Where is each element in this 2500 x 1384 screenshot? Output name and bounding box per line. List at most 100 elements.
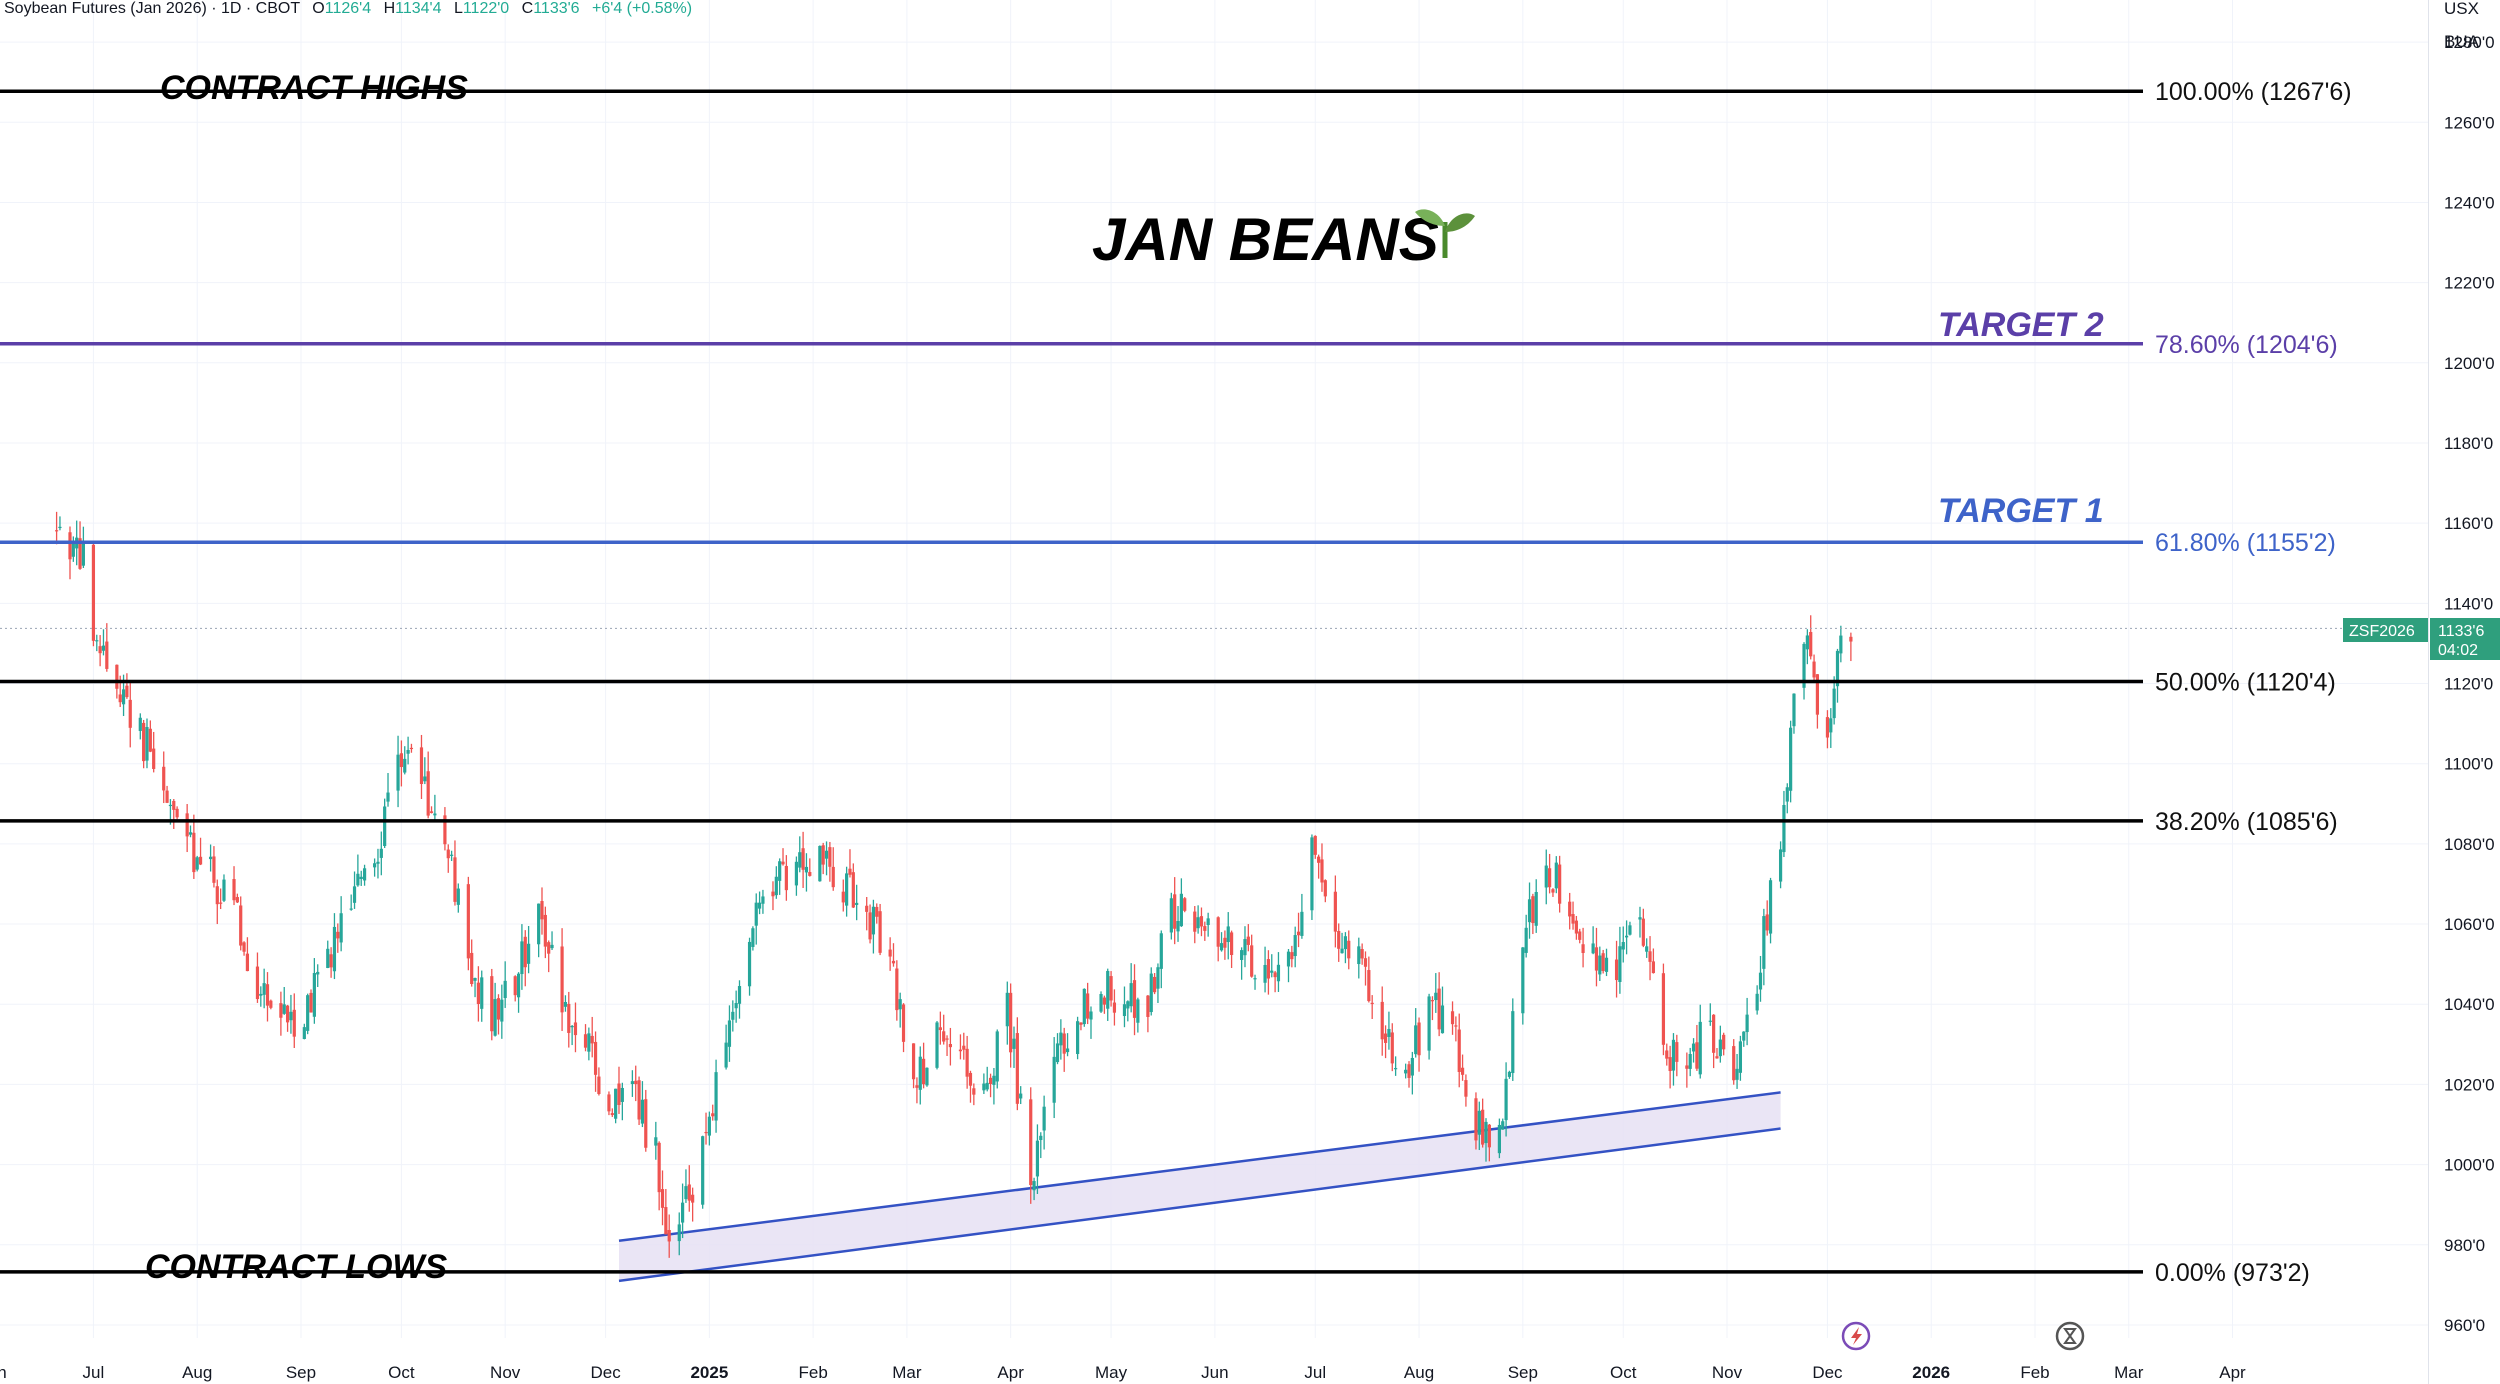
y-tick-label: 1280'0 xyxy=(2444,33,2495,52)
hourglass-icon[interactable] xyxy=(2055,1321,2085,1351)
candle-body xyxy=(1460,1067,1465,1075)
candle-body xyxy=(1082,988,1086,1025)
candle-body xyxy=(152,748,156,769)
candle-body xyxy=(781,861,785,865)
candle-body xyxy=(691,1194,695,1203)
candle-body xyxy=(982,1083,986,1091)
candle-body xyxy=(1832,688,1836,719)
candle-body xyxy=(1109,976,1113,1001)
candle-body xyxy=(1387,1028,1391,1037)
target-2-label: TARGET 2 xyxy=(1938,306,2104,344)
badge-countdown: 04:02 xyxy=(2438,642,2478,659)
candle-body xyxy=(265,984,270,1006)
candle-body xyxy=(634,1080,638,1085)
candle-body xyxy=(242,942,246,952)
candle-body xyxy=(784,865,788,891)
candle-body xyxy=(1825,717,1830,738)
candle-body xyxy=(637,1080,641,1120)
candle-body xyxy=(543,914,547,947)
currency-label[interactable]: USX xyxy=(2444,0,2479,18)
candle-body xyxy=(1219,943,1224,951)
candle-body xyxy=(1126,1001,1130,1009)
candle-body xyxy=(329,954,333,968)
candle-body xyxy=(878,911,882,953)
candle-body xyxy=(821,845,825,865)
candle-body xyxy=(1129,983,1133,1007)
candle-body xyxy=(824,850,829,859)
candle-body xyxy=(660,1189,665,1208)
candle-body xyxy=(607,1094,611,1112)
candle-body xyxy=(644,1099,648,1148)
candle-body xyxy=(540,901,544,920)
candle-body xyxy=(1507,1071,1512,1077)
candle-body xyxy=(105,641,109,669)
candle-body xyxy=(1745,1014,1749,1033)
candle-body xyxy=(1708,1020,1712,1022)
price-axis[interactable]: 1280'0 1260'0 1240'0 1220'0 1200'0 1180'0 1160… xyxy=(2428,0,2495,1384)
candle-body xyxy=(1404,1069,1408,1074)
candle-body xyxy=(1758,972,1763,990)
candle-body xyxy=(215,886,219,905)
candle-body xyxy=(1193,911,1197,932)
candle-body xyxy=(1604,957,1609,972)
candle-body xyxy=(1039,1135,1043,1141)
candle-body xyxy=(1712,1014,1716,1053)
x-tick-label: Nov xyxy=(1712,1363,1743,1382)
candle-body xyxy=(677,1224,681,1242)
x-tick-label: Oct xyxy=(1610,1363,1637,1382)
candle-body xyxy=(121,689,126,705)
candle-body xyxy=(1290,952,1294,960)
candle-body xyxy=(523,936,527,968)
candle-body xyxy=(1738,1041,1743,1073)
candle-body xyxy=(1032,1181,1036,1191)
candle-body xyxy=(58,526,62,529)
candle-body xyxy=(1661,973,1666,1045)
x-tick-label: Feb xyxy=(798,1363,827,1382)
candle-body xyxy=(128,699,132,728)
candle-body xyxy=(1638,917,1642,920)
candle-body xyxy=(1527,899,1532,923)
candlestick-series xyxy=(0,511,2428,1258)
candle-body xyxy=(101,645,106,651)
candle-body xyxy=(1417,1022,1421,1056)
candle-body xyxy=(1534,892,1538,926)
candle-body xyxy=(1357,946,1361,965)
candle-body xyxy=(801,848,805,870)
y-tick-label: 1080'0 xyxy=(2444,835,2495,854)
candle-body xyxy=(995,1031,999,1082)
candle-body xyxy=(192,832,196,873)
target-1-label: TARGET 1 xyxy=(1938,492,2104,530)
candle-body xyxy=(520,941,524,975)
candle-body xyxy=(1450,1011,1455,1025)
candle-body xyxy=(714,1072,718,1121)
candle-body xyxy=(1849,636,1853,642)
candle-body xyxy=(1578,931,1582,940)
candle-body xyxy=(1571,914,1575,924)
candle-body xyxy=(476,982,480,1004)
channel-upper-line xyxy=(618,1091,1781,1242)
candle-body xyxy=(537,903,541,945)
candle-body xyxy=(259,993,263,996)
candle-body xyxy=(1718,1039,1722,1057)
candle-body xyxy=(490,976,494,1032)
candle-body xyxy=(774,876,778,896)
time-axis[interactable]: Jun Jul Aug Sep Oct Nov Dec 2025 Feb Mar Apr May Jun… xyxy=(0,1363,2246,1382)
candle-body xyxy=(302,1027,306,1039)
candle-body xyxy=(1544,865,1548,888)
candle-body xyxy=(704,1131,708,1134)
candle-body xyxy=(162,766,166,791)
candle-body xyxy=(1226,926,1230,943)
candle-body xyxy=(1055,1043,1060,1063)
candle-body xyxy=(1300,911,1304,936)
candle-body xyxy=(433,813,437,816)
candle-body xyxy=(798,852,802,868)
y-tick-label: 1060'0 xyxy=(2444,915,2495,934)
candle-body xyxy=(1574,920,1578,934)
candle-body xyxy=(1742,1031,1746,1041)
candle-body xyxy=(1240,950,1244,960)
y-tick-label: 1000'0 xyxy=(2444,1156,2495,1175)
candle-body xyxy=(818,845,822,882)
lightning-icon[interactable] xyxy=(1841,1321,1871,1351)
x-tick-label: May xyxy=(1095,1363,1128,1382)
